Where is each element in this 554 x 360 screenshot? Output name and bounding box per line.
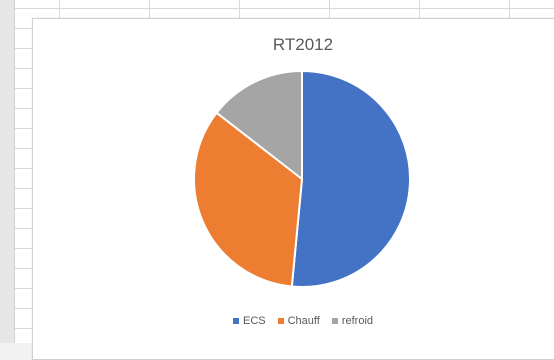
pie-slice-refroid[interactable]: [215, 69, 303, 182]
legend-label-refroid: refroid: [341, 315, 374, 327]
legend-item-refroid: refroid: [331, 315, 374, 327]
chart-title[interactable]: RT2012: [272, 35, 334, 54]
legend-swatch-ecs: [232, 318, 239, 324]
legend-item-chauff: Chauff: [277, 315, 320, 327]
pie-plot: [193, 69, 412, 288]
legend-swatch-refroid: [331, 318, 338, 324]
chart-legend[interactable]: ECS Chauff refroid: [33, 315, 554, 327]
pie-slice-chauff[interactable]: [193, 111, 304, 288]
legend-label-chauff: Chauff: [287, 315, 320, 327]
legend-item-ecs: ECS: [232, 315, 266, 327]
legend-label-ecs: ECS: [242, 315, 266, 327]
chart-area[interactable]: RT2012 ECS Chauff refroid: [32, 18, 554, 360]
row-header-strip: [0, 0, 15, 343]
legend-swatch-chauff: [277, 318, 284, 324]
pie-slice-ecs[interactable]: [290, 69, 412, 288]
